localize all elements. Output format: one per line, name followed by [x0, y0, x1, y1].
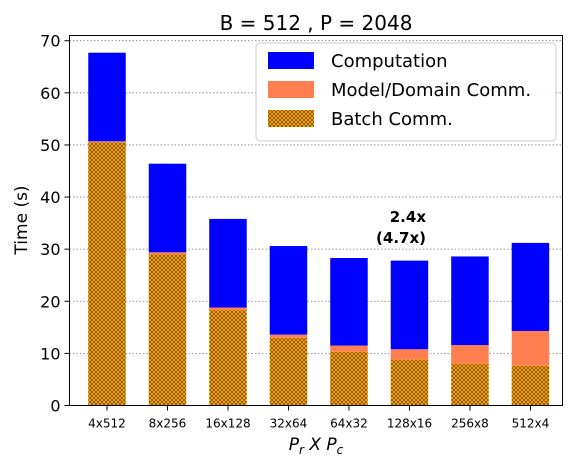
x-label-p1: P	[289, 435, 300, 455]
x-tick-label: 256x8	[451, 417, 489, 431]
bars	[88, 52, 550, 406]
x-tick-label: 8x256	[149, 417, 187, 431]
legend-swatch	[268, 52, 314, 69]
bar-batch-comm-128x16	[390, 359, 429, 406]
legend-label: Computation	[331, 51, 448, 72]
legend-swatch	[268, 81, 314, 98]
bar-model-domain-comm-256x8	[451, 345, 489, 364]
y-axis-ticks: 0 10 20 30 40 50 60 70	[40, 32, 70, 416]
bar-computation-64x32	[330, 258, 368, 346]
annotation-line2: (4.7x)	[376, 229, 426, 247]
bar-batch-comm-16x128	[209, 310, 247, 406]
legend-label: Batch Comm.	[331, 109, 453, 130]
bar-batch-comm-8x256	[148, 254, 187, 406]
x-label-mid: X	[304, 435, 326, 455]
x-axis-ticks: 4x512 8x256 16x128 32x64 64x32 128x16 256x8 512…	[88, 405, 550, 431]
bar-batch-comm-32x64	[269, 337, 308, 406]
legend-label: Model/Domain Comm.	[331, 80, 531, 101]
bar-computation-32x64	[269, 246, 308, 335]
y-tick-label: 10	[40, 344, 60, 363]
x-tick-label: 128x16	[387, 417, 432, 431]
bar-computation-512x4	[511, 242, 550, 331]
plot-frame	[69, 35, 563, 406]
bar-batch-comm-256x8	[451, 363, 489, 406]
legend: Computation Model/Domain Comm. Batch Comm.	[255, 42, 557, 142]
x-label-p2: P	[326, 435, 337, 455]
bar-batch-comm-4x512	[88, 142, 126, 406]
bar-computation-8x256	[148, 163, 187, 253]
y-tick-label: 40	[40, 188, 60, 207]
bar-computation-256x8	[451, 256, 489, 346]
x-label-sub-c: c	[337, 443, 344, 457]
bar-batch-comm-512x4	[511, 365, 550, 406]
bar-model-domain-comm-32x64	[269, 334, 308, 338]
y-tick-label: 60	[40, 84, 60, 103]
x-tick-label: 64x32	[330, 417, 368, 431]
x-label-sub-r: r	[299, 443, 305, 457]
bar-model-domain-comm-512x4	[511, 330, 550, 366]
legend-swatch	[268, 110, 314, 127]
legend-box	[255, 42, 557, 142]
annotation: 2.4x (4.7x)	[376, 208, 426, 247]
y-tick-label: 30	[40, 240, 60, 259]
annotation-line1: 2.4x	[390, 208, 427, 226]
bar-model-domain-comm-128x16	[390, 349, 429, 360]
bar-model-domain-comm-64x32	[330, 345, 368, 352]
bar-batch-comm-64x32	[330, 351, 368, 406]
x-tick-label: 16x128	[205, 417, 250, 431]
y-tick-label: 50	[40, 136, 60, 155]
chart-title: B = 512 , P = 2048	[220, 11, 413, 35]
x-tick-label: 32x64	[270, 417, 308, 431]
bar-computation-128x16	[390, 260, 429, 350]
x-tick-label: 4x512	[88, 417, 126, 431]
y-tick-label: 0	[50, 397, 60, 416]
bar-model-domain-comm-16x128	[209, 307, 247, 311]
bar-model-domain-comm-4x512	[88, 141, 126, 143]
y-tick-label: 20	[40, 292, 60, 311]
y-axis-label: Time (s)	[12, 185, 32, 255]
bar-computation-4x512	[88, 52, 126, 142]
x-axis-label: Pr X Pc	[289, 435, 344, 457]
bar-model-domain-comm-8x256	[148, 252, 187, 255]
x-tick-label: 512x4	[512, 417, 550, 431]
bar-computation-16x128	[209, 218, 247, 308]
y-tick-label: 70	[40, 32, 60, 51]
